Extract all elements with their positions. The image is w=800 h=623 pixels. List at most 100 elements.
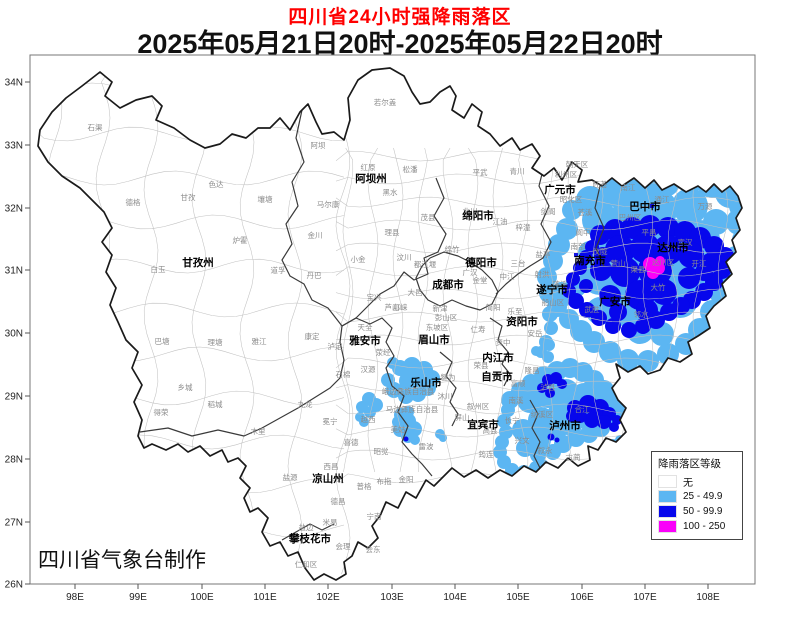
county-label: 红原	[361, 162, 376, 172]
lat-tick-label: 30N	[5, 329, 23, 340]
county-label: 屏山	[455, 412, 470, 422]
county-label: 汉源	[361, 365, 376, 374]
legend-rows: 无 25 - 49.9 50 - 99.9 100 - 250	[658, 474, 742, 534]
legend-item: 25 - 49.9	[658, 489, 742, 504]
legend-label: 50 - 99.9	[683, 506, 723, 517]
county-label: 马边彝族自治县	[386, 404, 439, 414]
county-label: 宝兴	[367, 292, 382, 302]
county-label: 蓬溪	[553, 279, 568, 289]
county-label: 高县	[483, 425, 498, 435]
city-label: 广元市	[544, 183, 576, 196]
county-label: 开江	[692, 259, 707, 268]
city-label: 广安市	[599, 295, 631, 308]
county-label: 大竹	[651, 282, 666, 292]
county-label: 大邑	[408, 287, 423, 297]
legend-item: 无	[658, 474, 742, 489]
rain-level-extreme	[643, 256, 665, 279]
county-label: 丹巴	[307, 271, 322, 280]
county-label: 船山区	[542, 297, 565, 307]
county-label: 中江	[500, 271, 515, 281]
prefecture-boundaries	[139, 109, 605, 541]
county-label: 平武	[473, 167, 488, 177]
county-label: 旺苍	[593, 179, 608, 189]
county-label: 新津	[433, 303, 448, 313]
county-label: 邛崃	[393, 302, 408, 312]
city-label: 泸州市	[549, 419, 581, 432]
county-label: 叙永	[538, 445, 553, 455]
county-label: 营山	[611, 258, 626, 268]
legend-title: 降雨落区等级	[658, 458, 721, 470]
credit-text: 四川省气象台制作	[38, 549, 206, 572]
lat-tick-label: 27N	[5, 518, 23, 529]
county-label: 黑水	[383, 187, 398, 197]
county-label: 冕宁	[323, 416, 338, 426]
city-label: 乐山市	[410, 376, 442, 389]
lon-tick-label: 107E	[633, 592, 657, 603]
county-label: 巴州区	[619, 213, 642, 222]
county-label: 天全	[358, 322, 373, 332]
county-label: 达川区	[652, 257, 675, 267]
county-label: 仁寿	[471, 324, 486, 334]
county-label: 沐川	[438, 391, 453, 401]
city-label: 攀枝花市	[288, 532, 331, 545]
county-label: 会东	[366, 544, 381, 554]
county-label: 盐边	[299, 522, 314, 532]
lon-tick-label: 108E	[696, 592, 720, 603]
county-label: 布拖	[377, 476, 392, 486]
legend-swatch	[658, 505, 677, 518]
lon-tick-label: 106E	[570, 592, 594, 603]
county-label: 长宁	[505, 415, 520, 425]
county-label: 南部	[571, 241, 586, 251]
county-label: 仁和区	[295, 559, 318, 569]
lon-tick-label: 104E	[443, 592, 467, 603]
county-label: 武胜	[585, 304, 600, 314]
legend-label: 25 - 49.9	[683, 491, 723, 502]
county-label: 壤塘	[258, 194, 273, 204]
city-label: 内江市	[482, 351, 514, 364]
city-label: 南充市	[574, 254, 606, 267]
county-label: 广汉	[463, 267, 478, 277]
lon-tick-label: 105E	[506, 592, 530, 603]
county-label: 越西	[361, 414, 376, 424]
county-label: 合江	[575, 404, 590, 414]
lat-tick-label: 26N	[5, 580, 23, 591]
county-label: 仪陇	[593, 247, 608, 256]
county-label: 色达	[209, 179, 224, 189]
county-label: 乐至	[508, 306, 523, 316]
county-label: 理塘	[208, 337, 223, 347]
county-label: 甘孜	[181, 192, 196, 202]
county-label: 芦山	[385, 302, 400, 312]
lat-tick-label: 29N	[5, 392, 23, 403]
legend-swatch	[658, 490, 677, 503]
county-label: 白玉	[151, 264, 166, 274]
city-label: 遂宁市	[536, 283, 568, 296]
county-label: 巴塘	[155, 336, 170, 346]
county-label: 纳溪区	[531, 409, 554, 419]
city-label: 凉山州	[312, 472, 344, 485]
county-label: 泸县	[541, 382, 556, 392]
county-label: 东坡区	[426, 322, 449, 332]
county-label: 德格	[126, 197, 141, 207]
county-label: 都江堰	[414, 259, 437, 269]
county-label: 隆昌	[525, 365, 540, 375]
county-label: 西昌	[324, 462, 339, 471]
city-label: 雅安市	[349, 334, 381, 347]
legend-item: 50 - 99.9	[658, 504, 742, 519]
county-label: 稻城	[208, 399, 223, 409]
county-label: 宁南	[367, 511, 382, 521]
county-label: 宣汉	[678, 237, 693, 247]
county-label: 青川	[510, 166, 525, 176]
county-label: 雅江	[252, 336, 267, 346]
lat-tick-label: 31N	[5, 266, 23, 277]
city-label: 达州市	[657, 241, 689, 254]
county-label: 道孚	[271, 265, 286, 275]
legend-swatch	[658, 520, 677, 533]
rain-legend: 降雨落区等级 无 25 - 49.9 50 - 99.9 100 - 250	[651, 451, 743, 540]
county-label: 石渠	[88, 122, 103, 132]
province-outline	[37, 67, 743, 581]
city-label: 宜宾市	[467, 418, 499, 431]
county-label: 小金	[351, 254, 366, 264]
county-label: 通江	[655, 194, 670, 204]
